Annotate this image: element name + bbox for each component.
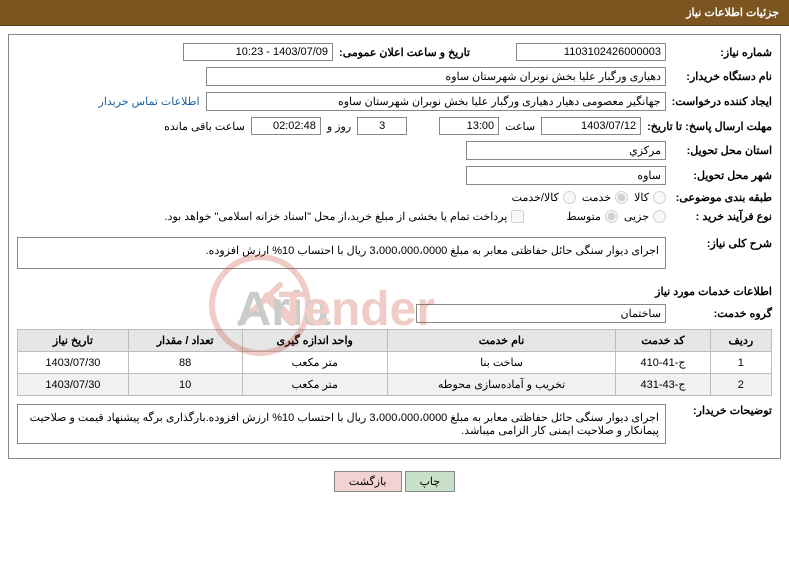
link-contact[interactable]: اطلاعات تماس خریدار bbox=[99, 95, 200, 108]
row-province: استان محل تحویل: مركزي bbox=[17, 141, 772, 160]
title-bar: جزئیات اطلاعات نیاز bbox=[0, 0, 789, 26]
label-deadline: مهلت ارسال پاسخ: تا تاریخ: bbox=[647, 120, 772, 133]
radio-minor[interactable]: جزیی bbox=[624, 210, 666, 223]
th-name: نام خدمت bbox=[387, 330, 615, 352]
page-title: جزئیات اطلاعات نیاز bbox=[686, 7, 779, 19]
cell-qty: 88 bbox=[128, 352, 242, 374]
label-requester: ایجاد کننده درخواست: bbox=[672, 95, 772, 108]
box-need-desc: اجرای دیوار سنگی حائل حفاظتی معابر به مب… bbox=[17, 237, 666, 269]
label-category: طبقه بندی موضوعی: bbox=[672, 191, 772, 204]
content-frame: شماره نیاز: 1103102426000003 تاریخ و ساع… bbox=[8, 34, 781, 459]
field-buyer-org: دهیاری ورگبار علیا بخش نوبران شهرستان سا… bbox=[206, 67, 666, 86]
field-remain-hms: 02:02:48 bbox=[251, 117, 321, 135]
field-province: مركزي bbox=[466, 141, 666, 160]
cell-unit: متر مکعب bbox=[242, 352, 387, 374]
label-need-no: شماره نیاز: bbox=[672, 46, 772, 59]
box-buyer-notes: اجرای دیوار سنگی حائل حفاظتی معابر به مب… bbox=[17, 404, 666, 444]
cell-name: ساخت بنا bbox=[387, 352, 615, 374]
field-svc-group: ساختمان bbox=[416, 304, 666, 323]
field-need-no: 1103102426000003 bbox=[516, 43, 666, 61]
label-buyer-notes: توضیحات خریدار: bbox=[672, 404, 772, 417]
row-deadline: مهلت ارسال پاسخ: تا تاریخ: 1403/07/12 سا… bbox=[17, 117, 772, 135]
cell-row: 1 bbox=[710, 352, 771, 374]
action-bar: چاپ بازگشت bbox=[8, 471, 781, 492]
table-row: 1 ج-41-410 ساخت بنا متر مکعب 88 1403/07/… bbox=[18, 352, 772, 374]
cell-row: 2 bbox=[710, 374, 771, 396]
radio-medium[interactable]: متوسط bbox=[566, 210, 618, 223]
th-qty: تعداد / مقدار bbox=[128, 330, 242, 352]
row-buyer-notes: توضیحات خریدار: اجرای دیوار سنگی حائل حف… bbox=[17, 404, 772, 444]
cell-date: 1403/07/30 bbox=[18, 352, 129, 374]
field-city: ساوه bbox=[466, 166, 666, 185]
row-requester: ایجاد کننده درخواست: جهانگیر معصومی دهیا… bbox=[17, 92, 772, 111]
label-time: ساعت bbox=[505, 120, 535, 133]
row-category: طبقه بندی موضوعی: کالا خدمت کالا/خدمت bbox=[17, 191, 772, 204]
label-buyer-org: نام دستگاه خریدار: bbox=[672, 70, 772, 83]
label-need-desc: شرح کلی نیاز: bbox=[672, 237, 772, 250]
label-city: شهر محل تحویل: bbox=[672, 169, 772, 182]
section-svc-info: اطلاعات خدمات مورد نیاز bbox=[17, 285, 772, 298]
field-remain-days: 3 bbox=[357, 117, 407, 135]
th-date: تاریخ نیاز bbox=[18, 330, 129, 352]
print-button[interactable]: چاپ bbox=[405, 471, 456, 492]
row-city: شهر محل تحویل: ساوه bbox=[17, 166, 772, 185]
field-deadline-date: 1403/07/12 bbox=[541, 117, 641, 135]
table-row: 2 ج-43-431 تخریب و آماده‌سازی محوطه متر … bbox=[18, 374, 772, 396]
field-requester: جهانگیر معصومی دهیار دهیاری ورگبار علیا … bbox=[206, 92, 666, 111]
radio-service[interactable]: خدمت bbox=[582, 191, 628, 204]
row-buyer-org: نام دستگاه خریدار: دهیاری ورگبار علیا بخ… bbox=[17, 67, 772, 86]
row-svc-group: گروه خدمت: ساختمان bbox=[17, 304, 772, 323]
content-outer: شماره نیاز: 1103102426000003 تاریخ و ساع… bbox=[0, 26, 789, 500]
th-unit: واحد اندازه گیری bbox=[242, 330, 387, 352]
field-deadline-time: 13:00 bbox=[439, 117, 499, 135]
label-announce: تاریخ و ساعت اعلان عمومی: bbox=[339, 46, 470, 59]
cell-name: تخریب و آماده‌سازی محوطه bbox=[387, 374, 615, 396]
row-need-desc: شرح کلی نیاز: اجرای دیوار سنگی حائل حفاظ… bbox=[17, 237, 772, 275]
services-table: ردیف کد خدمت نام خدمت واحد اندازه گیری ت… bbox=[17, 329, 772, 396]
th-code: کد خدمت bbox=[616, 330, 710, 352]
cell-unit: متر مکعب bbox=[242, 374, 387, 396]
field-announce: 1403/07/09 - 10:23 bbox=[183, 43, 333, 61]
row-need-no: شماره نیاز: 1103102426000003 تاریخ و ساع… bbox=[17, 43, 772, 61]
cell-qty: 10 bbox=[128, 374, 242, 396]
label-remain: ساعت باقی مانده bbox=[164, 120, 245, 133]
cell-code: ج-41-410 bbox=[616, 352, 710, 374]
radio-goods[interactable]: کالا bbox=[634, 191, 666, 204]
radio-both[interactable]: کالا/خدمت bbox=[512, 191, 576, 204]
table-header-row: ردیف کد خدمت نام خدمت واحد اندازه گیری ت… bbox=[18, 330, 772, 352]
back-button[interactable]: بازگشت bbox=[334, 471, 402, 492]
label-proc-type: نوع فرآیند خرید : bbox=[672, 210, 772, 223]
cell-date: 1403/07/30 bbox=[18, 374, 129, 396]
checkbox-payment[interactable]: پرداخت تمام یا بخشی از مبلغ خرید،از محل … bbox=[165, 210, 525, 223]
label-province: استان محل تحویل: bbox=[672, 144, 772, 157]
row-proc-type: نوع فرآیند خرید : جزیی متوسط پرداخت تمام… bbox=[17, 210, 772, 223]
th-row: ردیف bbox=[710, 330, 771, 352]
label-days-and: روز و bbox=[327, 120, 351, 133]
cell-code: ج-43-431 bbox=[616, 374, 710, 396]
label-svc-group: گروه خدمت: bbox=[672, 307, 772, 320]
